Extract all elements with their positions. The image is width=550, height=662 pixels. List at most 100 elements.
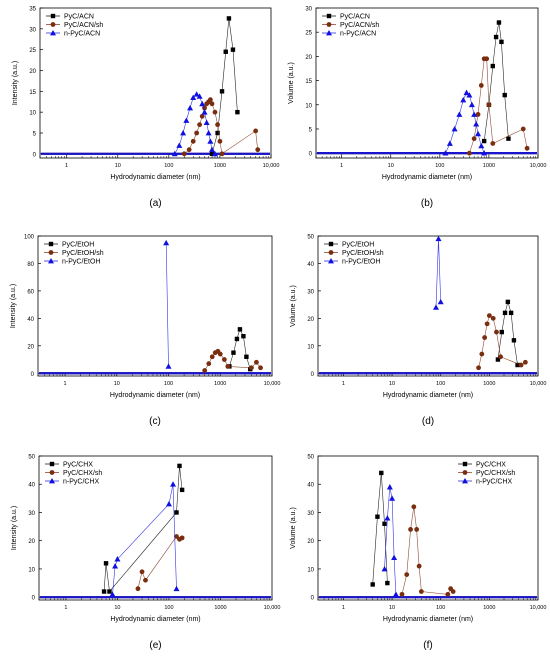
data-point (384, 515, 391, 521)
data-point (381, 565, 388, 572)
data-point (404, 572, 410, 577)
data-point (451, 125, 458, 132)
data-point (502, 92, 507, 98)
data-point (205, 130, 212, 136)
data-point (201, 109, 208, 115)
data-point (506, 136, 511, 141)
data-point (139, 569, 145, 575)
data-point (209, 146, 216, 153)
data-point (524, 145, 530, 151)
legend-marker (326, 30, 332, 36)
data-point (207, 97, 213, 103)
y-tick-label: 10 (307, 344, 314, 350)
panel-label: (b) (421, 198, 433, 209)
data-point (253, 128, 259, 134)
data-point (484, 56, 490, 62)
data-point (502, 310, 508, 316)
legend-marker (49, 470, 55, 475)
data-point (112, 563, 119, 569)
data-point (498, 354, 503, 360)
y-axis-label: Volume (a.u.) (290, 507, 297, 549)
panel-label: (c) (149, 416, 161, 427)
data-point (179, 535, 185, 541)
y-tick-label: 40 (307, 483, 314, 489)
data-point (237, 327, 243, 332)
data-point (486, 102, 492, 108)
legend-marker (50, 13, 56, 19)
data-point (416, 563, 422, 569)
y-tick-label: 25 (29, 48, 36, 54)
data-point (209, 151, 215, 157)
data-point (226, 16, 232, 21)
data-point (103, 561, 109, 566)
y-tick-label: 60 (27, 289, 34, 295)
data-point (385, 580, 390, 586)
series-line-1 (483, 22, 509, 142)
data-point (225, 363, 231, 369)
legend-entry: n-PyC/CHX (476, 479, 513, 486)
legend-entry: PyC/CHX/sh (63, 470, 102, 477)
data-point (486, 313, 492, 319)
data-point (475, 112, 481, 117)
x-tick-label: 10,000 (530, 381, 547, 387)
y-tick-label: 30 (307, 511, 314, 517)
y-tick-label: 30 (28, 511, 35, 517)
y-tick-label: 10 (305, 103, 312, 109)
x-tick-label: 10 (389, 605, 395, 611)
data-point (411, 504, 417, 510)
data-point (163, 239, 170, 246)
y-tick-label: 5 (309, 127, 313, 133)
series-line-3 (384, 487, 397, 595)
data-point (190, 138, 196, 144)
data-point (241, 333, 246, 339)
y-tick-label: 15 (29, 90, 36, 96)
data-point (496, 20, 502, 25)
series-line-2 (401, 506, 454, 595)
legend-marker (328, 241, 334, 247)
y-tick-label: 20 (29, 69, 36, 75)
x-axis-label: Hydrodynamic diameter (nm) (110, 174, 200, 181)
y-tick-label: 0 (311, 372, 315, 378)
x-tick-label: 1000 (483, 605, 495, 611)
data-point (495, 357, 501, 362)
legend-entry: n-PyC/ACN (64, 31, 100, 38)
data-point (499, 39, 504, 45)
x-tick-label: 10 (114, 381, 120, 387)
panel-label: (d) (422, 416, 434, 427)
legend-entry: PyC/ACN/sh (340, 22, 379, 29)
y-tick-label: 40 (307, 262, 314, 268)
y-tick-label: 80 (27, 262, 34, 268)
y-tick-label: 30 (307, 289, 314, 295)
x-tick-label: 1000 (483, 163, 495, 169)
y-axis-label: Volume (a.u.) (290, 285, 297, 327)
data-point (186, 147, 192, 153)
y-tick-label: 20 (305, 55, 312, 61)
data-point (375, 514, 380, 519)
data-point (202, 368, 208, 373)
y-tick-label: 20 (307, 317, 314, 323)
y-tick-label: 20 (307, 539, 314, 545)
data-point (476, 365, 481, 371)
plot-frame (37, 235, 273, 377)
y-tick-label: 5 (33, 132, 37, 138)
series-line-3 (165, 242, 169, 367)
data-point (217, 351, 223, 357)
chart-panel-2: 0 5 10 15 20 25 30 1 10 100 1000 10,000 Hydrodynamic… (288, 7, 546, 210)
data-point (463, 89, 470, 96)
y-tick-label: 35 (29, 7, 36, 13)
data-point (165, 501, 172, 507)
data-point (466, 150, 472, 156)
data-point (114, 556, 121, 562)
legend-entry: PyC/EtOH/sh (342, 250, 384, 257)
data-point (254, 359, 259, 365)
data-point (219, 151, 225, 157)
x-tick-label: 100 (436, 381, 445, 387)
y-tick-label: 0 (311, 596, 315, 602)
data-point (494, 329, 499, 335)
data-point (221, 357, 227, 362)
plot-frame (317, 235, 539, 377)
data-point (499, 329, 504, 335)
data-point (219, 89, 225, 94)
x-tick-label: 100 (436, 605, 445, 611)
data-point (165, 363, 172, 369)
